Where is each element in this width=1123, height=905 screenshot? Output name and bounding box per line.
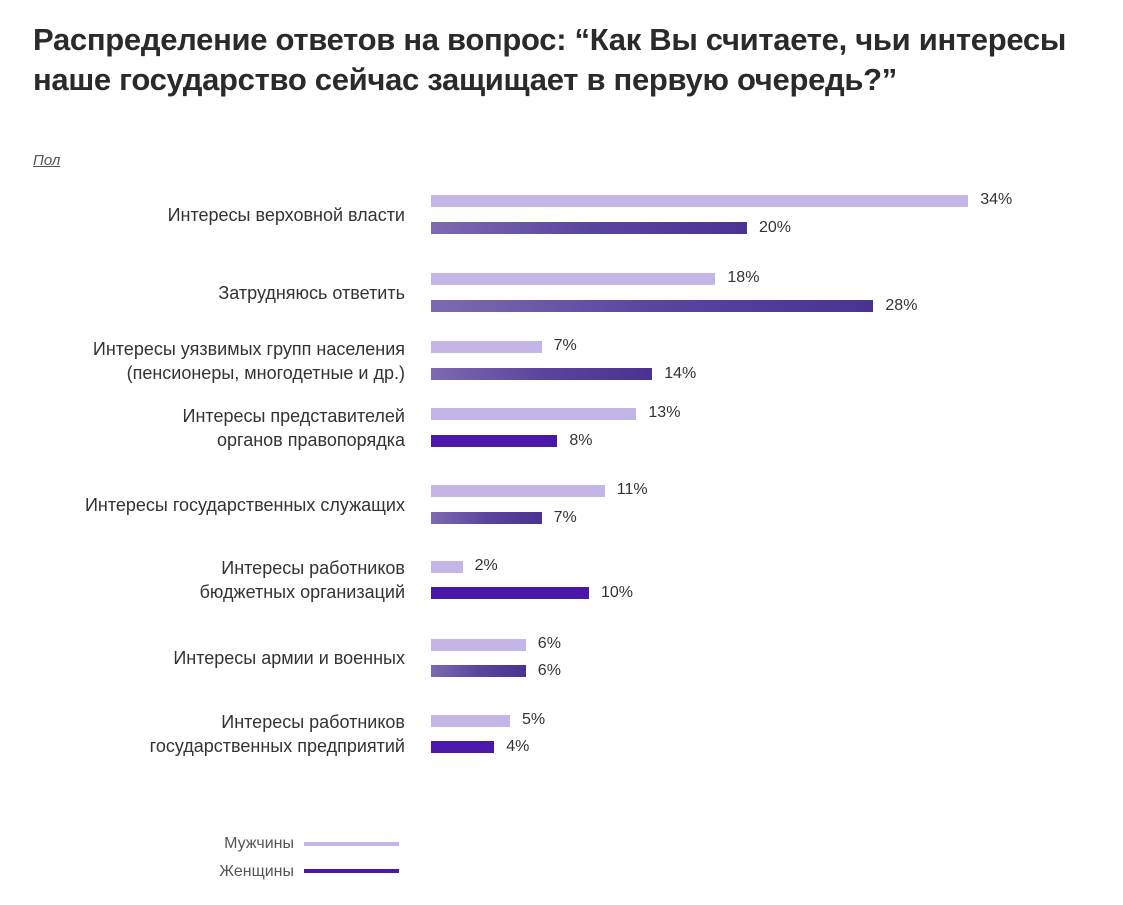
bar-men [431, 195, 969, 207]
bar-men [431, 561, 463, 573]
value-label-men: 5% [522, 711, 546, 728]
chart-title: Распределение ответов на вопрос: “Как Вы… [33, 22, 1067, 97]
value-label-women: 28% [885, 297, 918, 314]
category-label-line: Интересы уязвимых групп населения [92, 338, 405, 359]
bar-men [431, 485, 605, 497]
category-label-line: Интересы государственных служащих [84, 494, 405, 515]
legend-label-men: Мужчины [224, 835, 294, 852]
legend-swatch-men [304, 842, 399, 846]
bar-men [431, 639, 526, 651]
category-label: Затрудняюсь ответить [218, 281, 405, 305]
bar-men [431, 273, 716, 285]
legend-swatch-women [304, 869, 399, 873]
category-label-line: Интересы армии и военных [173, 648, 405, 668]
category-label-line: государственных предприятий [149, 736, 405, 756]
category-label-line: Затрудняюсь ответить [218, 282, 405, 303]
bar-women [431, 587, 589, 599]
value-label-men: 13% [648, 404, 681, 421]
value-label-men: 34% [980, 191, 1013, 208]
category-label-line: (пенсионеры, многодетные и др.) [126, 362, 405, 383]
value-label-women: 8% [569, 432, 593, 449]
bar-women [431, 435, 558, 447]
chart-subtitle: Пол [33, 152, 61, 169]
bar-men [431, 341, 542, 353]
value-label-men: 18% [727, 269, 760, 286]
bar-women [431, 512, 542, 524]
category-label-line: Интересы работников [221, 712, 405, 732]
category-label-line: Интересы работников [221, 558, 405, 578]
category-label: Интересы работников бюджетных организаций [200, 556, 405, 604]
category-label: Интересы армии и военных [173, 646, 405, 670]
value-label-men: 11% [616, 481, 648, 498]
bar-women [431, 741, 495, 753]
bar-women [431, 222, 747, 234]
category-label-line: Интересы верховной власти [167, 204, 405, 225]
value-label-women: 10% [601, 584, 634, 601]
value-label-women: 20% [759, 219, 792, 236]
bar-men [431, 408, 637, 420]
value-label-men: 2% [474, 557, 498, 574]
value-label-women: 14% [664, 365, 697, 382]
category-label-line: органов правопорядка [217, 429, 405, 450]
value-label-men: 7% [553, 337, 577, 354]
value-label-women: 4% [506, 738, 530, 755]
category-label: Интересы уязвимых групп населения (пенсио… [93, 337, 405, 385]
category-label: Интересы работников государственных предп… [150, 710, 405, 758]
legend-label-women: Женщины [219, 863, 294, 880]
value-label-women: 7% [553, 509, 577, 526]
bar-women [431, 300, 874, 312]
bar-women [431, 665, 526, 677]
value-label-women: 6% [537, 662, 561, 679]
bar-women [431, 368, 653, 380]
category-label: Интересы представителей органов правопоря… [183, 404, 405, 452]
category-label: Интересы государственных служащих [85, 493, 405, 517]
category-label-line: Интересы представителей [182, 405, 405, 426]
category-label-line: бюджетных организаций [199, 582, 405, 602]
bar-men [431, 715, 510, 727]
category-label: Интересы верховной власти [168, 203, 405, 227]
value-label-men: 6% [537, 635, 561, 652]
